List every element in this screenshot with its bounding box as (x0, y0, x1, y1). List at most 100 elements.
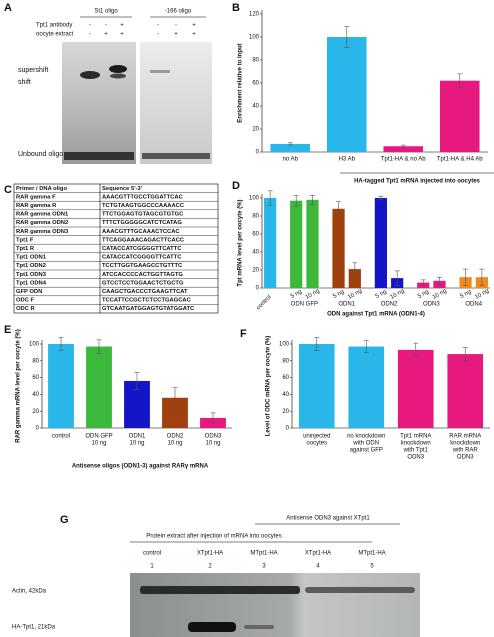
band-label: Unbound oligo (18, 151, 63, 158)
sign: - (157, 32, 159, 38)
y-tick-label: 40 (252, 104, 259, 110)
bar-sublabel: 5 ng (375, 289, 388, 300)
bar (86, 346, 112, 428)
category-label: 10 ng (167, 441, 182, 447)
category-label: 10 ng (129, 441, 144, 447)
western-blot (130, 573, 420, 637)
y-tick-label: 80 (32, 358, 39, 364)
bar (374, 198, 387, 288)
table-cell: GTCCTCCTGGAACTCTGCTG (102, 280, 184, 286)
y-tick-label: 60 (252, 232, 259, 238)
y-tick-label: 100 (279, 342, 290, 348)
bar-sublabel: 10 ng (432, 288, 448, 301)
sign: + (120, 23, 124, 29)
panel-letter: D (232, 180, 240, 192)
table-cell: CATACCATCGGGGTTCATTC (102, 255, 182, 261)
category-label: no Ab (283, 157, 299, 163)
table-cell: GTCAATGATGGAGTGTATGGATC (102, 306, 195, 312)
category-label: knockdown (401, 441, 431, 447)
lane-number: 4 (316, 564, 320, 570)
header: Antisense ODN3 against XTpt1 (286, 516, 370, 522)
category-label: ODN GFP (85, 434, 112, 440)
y-tick-label: 20 (32, 409, 39, 415)
bar (439, 80, 480, 152)
bar-sublabel: 5 ng (290, 289, 303, 300)
sign: + (192, 32, 196, 38)
y-tick-label: 100 (29, 342, 40, 348)
bar (383, 146, 424, 152)
y-tick-label: 60 (32, 375, 39, 381)
lane-number: 3 (262, 564, 266, 570)
x-axis-label: Antisense oligos (ODN1-3) against RARγ m… (72, 464, 209, 470)
sign: - (105, 23, 107, 29)
table-cell: RAR gamma F (16, 194, 56, 200)
y-axis-label: RAR gamma mRNA level per oocyte (%) (16, 329, 22, 442)
sign: - (89, 23, 91, 29)
lane-label: XTpt1-HA (305, 551, 331, 557)
oligo-label: -166 oligo (165, 9, 192, 15)
category-label: ODN GFP (291, 302, 318, 308)
sign: + (192, 23, 196, 29)
bar (348, 269, 361, 288)
y-tick-label: 40 (252, 250, 259, 256)
y-tick-label: 20 (252, 127, 259, 133)
table-cell: Tpt1 F (16, 237, 34, 243)
y-tick-label: 80 (252, 58, 259, 64)
lane-number: 1 (150, 564, 154, 570)
table-cell: TCCTTGGTGAAGCCTGTTTC (102, 263, 183, 269)
table-cell: TCCATTCCGCTCTCCTGAGCAC (102, 298, 192, 304)
gel-image (62, 42, 212, 164)
category-label: ODN2 (381, 302, 398, 308)
table-cell: ODC R (16, 306, 35, 312)
y-tick-label: 100 (249, 196, 260, 202)
panel-letter: E (4, 324, 11, 336)
bar (290, 200, 303, 288)
category-label: with ODN (352, 441, 379, 447)
category-label: 10 ng (205, 441, 220, 447)
bar-sublabel: 10 ng (474, 288, 490, 301)
y-tick-label: 60 (252, 81, 259, 87)
table-cell: Tpt1 R (16, 246, 35, 252)
category-label: ODN1 (129, 434, 146, 440)
row-label: oocyte extract (36, 32, 74, 38)
table-cell: Tpt1 ODN3 (16, 272, 47, 278)
y-tick-label: 100 (249, 35, 260, 41)
table-header: Primer / DNA oligo (16, 186, 67, 192)
table-cell: TTTCTGGGGGCATCTCATAG (102, 220, 182, 226)
sign: - (175, 23, 177, 29)
category-label: with Tpt1 (403, 448, 429, 454)
category-label: knockdown (450, 441, 480, 447)
bar-sublabel: 5 ng (417, 289, 430, 300)
bar-sublabel: 5 ng (332, 289, 345, 300)
panel-letter: C (4, 184, 12, 196)
y-tick-label: 80 (282, 358, 289, 364)
panel-letter: F (240, 328, 247, 340)
band-label: Actin, 42kDa (12, 589, 47, 595)
category-label: Tpt1-HA & H4 Ab (437, 157, 483, 163)
table-cell: CATACCATCGGGGTTCATTC (102, 246, 182, 252)
bar (397, 349, 434, 428)
y-tick-label: 40 (32, 392, 39, 398)
table-cell: RAR gamma R (16, 203, 57, 209)
bar (447, 354, 484, 428)
category-label: ODN3 (205, 434, 222, 440)
category-label: ODN3 (407, 455, 424, 461)
sign: - (157, 23, 159, 29)
y-tick-label: 0 (36, 426, 40, 432)
table-cell: Tpt1 ODN4 (16, 280, 47, 286)
category-label: against GFP (350, 448, 383, 454)
bar (298, 344, 335, 428)
category-label: uninjected (303, 434, 330, 440)
category-label: Tpt1 mRNA (400, 434, 431, 440)
band-label: supershift (18, 67, 48, 74)
table-cell: RAR gamma ODN3 (16, 229, 69, 235)
category-label: oocytes (306, 441, 327, 447)
table-cell: AAACGTTTGCCTGGATTCAC (102, 194, 184, 200)
y-tick-label: 0 (256, 150, 260, 156)
table-cell: RAR gamma ODN2 (16, 220, 68, 226)
category-label: control (52, 434, 70, 440)
table-cell: ATCCACCCCACTGGTTAGTG (102, 272, 183, 278)
sign: + (120, 32, 124, 38)
table-cell: RAR gamma ODN1 (16, 212, 69, 218)
